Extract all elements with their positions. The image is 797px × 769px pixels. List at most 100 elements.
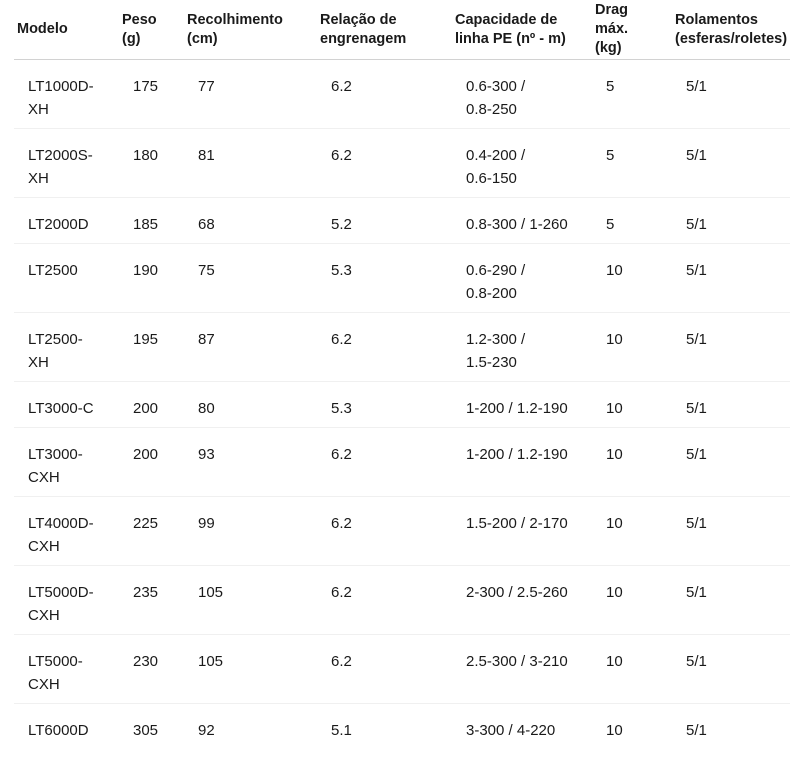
cell-relacao: 5.1 [331, 722, 352, 739]
column-header-recolhimento: Recolhimento (cm) [184, 0, 317, 60]
table-row: LT3000- CXH 200 93 6.2 1-200 / 1.2-190 10 5/1 [14, 427, 790, 497]
cell-recolhimento: 87 [184, 312, 317, 382]
table-row: LT2500 190 75 5.3 0.6-290 / 0.8-200 10 5/1 [14, 243, 790, 313]
cell-recolhimento: 99 [184, 496, 317, 566]
cell-capacidade: 0.6-300 / 0.8-250 [452, 59, 592, 129]
cell-peso: 175 [119, 59, 184, 129]
table-row: LT2000S- XH 180 81 6.2 0.4-200 / 0.6-150 5 5/1 [14, 128, 790, 198]
cell-capacidade: 0.8-300 / 1-260 [452, 197, 592, 244]
cell-capacidade: 3-300 / 4-220 [466, 722, 556, 739]
cell-drag: 10 [592, 496, 672, 566]
cell-modelo: LT2000S- XH [14, 128, 119, 198]
cell-peso: 200 [119, 381, 184, 428]
cell-capacidade: 1-200 / 1.2-190 [452, 427, 592, 497]
cell-peso: 190 [119, 243, 184, 313]
cell-drag: 5 [592, 197, 672, 244]
cell-drag: 10 [592, 312, 672, 382]
cell-drag: 10 [592, 634, 672, 704]
column-header-drag: Drag máx. (kg) [592, 0, 672, 60]
spec-table: Modelo Peso (g) Recolhimento (cm) Relação d… [14, 0, 790, 749]
cell-modelo: LT3000-C [14, 381, 119, 428]
cell-peso: 305 [133, 722, 159, 739]
cell-relacao: 6.2 [317, 312, 452, 382]
table-body: LT1000D- XH 175 77 6.2 0.6-300 / 0.8-250 5 5/1… [14, 59, 790, 750]
cell-rolamentos: 5/1 [672, 634, 790, 704]
cell-recolhimento: 81 [184, 128, 317, 198]
table-row: LT1000D- XH 175 77 6.2 0.6-300 / 0.8-250 5 5/1 [14, 59, 790, 129]
cell-recolhimento: 75 [184, 243, 317, 313]
cell-drag: 10 [592, 427, 672, 497]
cell-capacidade: 1.5-200 / 2-170 [452, 496, 592, 566]
cell-peso: 195 [119, 312, 184, 382]
table-row: LT5000D- CXH 235 105 6.2 2-300 / 2.5-260 10 5/… [14, 565, 790, 635]
cell-peso: 235 [119, 565, 184, 635]
cell-peso: 200 [119, 427, 184, 497]
cell-modelo: LT5000D- CXH [14, 565, 119, 635]
column-header-relacao: Relação de engrenagem [317, 0, 452, 60]
column-header-peso: Peso (g) [119, 0, 184, 60]
cell-peso: 180 [119, 128, 184, 198]
table-row: LT3000-C 200 80 5.3 1-200 / 1.2-190 10 5/1 [14, 381, 790, 428]
cell-recolhimento: 93 [184, 427, 317, 497]
cell-relacao: 6.2 [317, 634, 452, 704]
cell-rolamentos: 5/1 [672, 243, 790, 313]
cell-rolamentos: 5/1 [672, 59, 790, 129]
cell-relacao: 5.2 [317, 197, 452, 244]
cell-modelo: LT2000D [14, 197, 119, 244]
table-row: LT2000D 185 68 5.2 0.8-300 / 1-260 5 5/1 [14, 197, 790, 244]
table-row: LT4000D- CXH 225 99 6.2 1.5-200 / 2-170 10 5/1 [14, 496, 790, 566]
cell-drag: 10 [606, 722, 623, 739]
cell-peso: 185 [119, 197, 184, 244]
cell-drag: 5 [592, 59, 672, 129]
cell-modelo: LT4000D- CXH [14, 496, 119, 566]
cell-capacidade: 2-300 / 2.5-260 [452, 565, 592, 635]
cell-drag: 5 [592, 128, 672, 198]
cell-modelo: LT1000D- XH [14, 59, 119, 129]
cell-drag: 10 [592, 565, 672, 635]
cell-relacao: 5.3 [317, 381, 452, 428]
cell-capacidade: 0.4-200 / 0.6-150 [452, 128, 592, 198]
cell-recolhimento: 77 [184, 59, 317, 129]
cell-rolamentos: 5/1 [672, 427, 790, 497]
cell-capacidade: 0.6-290 / 0.8-200 [452, 243, 592, 313]
cell-recolhimento: 105 [184, 565, 317, 635]
cell-recolhimento: 105 [184, 634, 317, 704]
column-header-rolamentos: Rolamentos (esferas/roletes) [672, 0, 790, 60]
table-row: LT5000- CXH 230 105 6.2 2.5-300 / 3-210 10 5/1 [14, 634, 790, 704]
cell-modelo: LT6000D [28, 722, 89, 739]
cell-modelo: LT5000- CXH [14, 634, 119, 704]
cell-rolamentos: 5/1 [672, 312, 790, 382]
cell-recolhimento: 80 [184, 381, 317, 428]
cell-rolamentos: 5/1 [672, 565, 790, 635]
cell-modelo: LT2500- XH [14, 312, 119, 382]
cell-drag: 10 [592, 381, 672, 428]
cell-rolamentos: 5/1 [672, 381, 790, 428]
cell-relacao: 6.2 [317, 427, 452, 497]
cell-capacidade: 1-200 / 1.2-190 [452, 381, 592, 428]
cell-capacidade: 2.5-300 / 3-210 [452, 634, 592, 704]
cell-relacao: 5.3 [317, 243, 452, 313]
cell-recolhimento: 68 [184, 197, 317, 244]
cell-drag: 10 [592, 243, 672, 313]
cell-rolamentos: 5/1 [672, 197, 790, 244]
cell-recolhimento: 92 [198, 722, 215, 739]
table-header: Modelo Peso (g) Recolhimento (cm) Relação d… [14, 0, 790, 60]
cell-peso: 225 [119, 496, 184, 566]
cell-relacao: 6.2 [317, 59, 452, 129]
table-row: LT2500- XH 195 87 6.2 1.2-300 / 1.5-230 10 5/1 [14, 312, 790, 382]
cell-rolamentos: 5/1 [672, 128, 790, 198]
cell-rolamentos: 5/1 [686, 722, 707, 739]
cell-capacidade: 1.2-300 / 1.5-230 [452, 312, 592, 382]
column-header-modelo: Modelo [14, 0, 119, 60]
cell-relacao: 6.2 [317, 565, 452, 635]
column-header-capacidade: Capacidade de linha PE (nº - m) [452, 0, 592, 60]
cell-relacao: 6.2 [317, 496, 452, 566]
cell-rolamentos: 5/1 [672, 496, 790, 566]
cell-modelo: LT2500 [14, 243, 119, 313]
cell-peso: 230 [119, 634, 184, 704]
table-row: LT6000D 305 92 5.1 3-300 / 4-220 10 5/1 [14, 704, 790, 750]
cell-modelo: LT3000- CXH [14, 427, 119, 497]
cell-relacao: 6.2 [317, 128, 452, 198]
header-row: Modelo Peso (g) Recolhimento (cm) Relação d… [14, 0, 790, 60]
